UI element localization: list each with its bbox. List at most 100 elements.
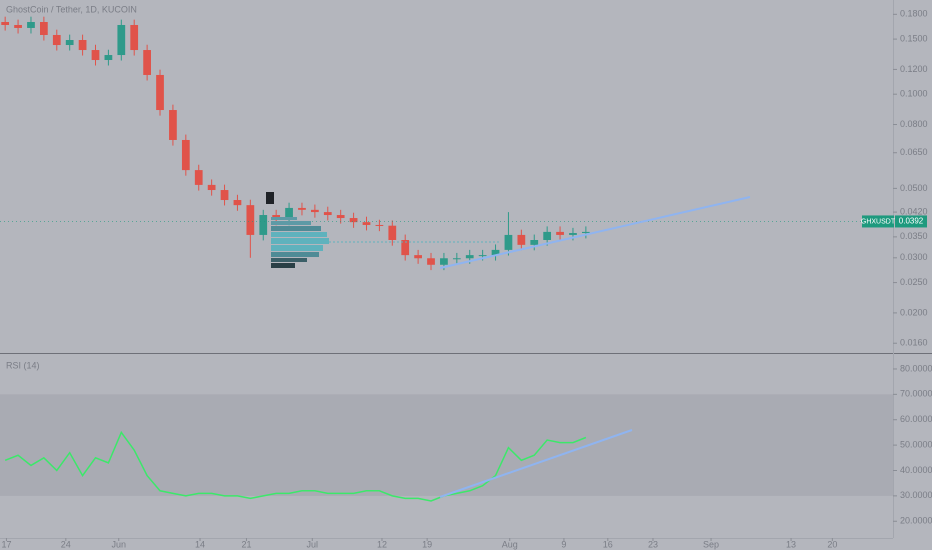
y-tick-label: 0.0350	[900, 231, 928, 241]
candle-body	[40, 22, 48, 35]
candle-body	[233, 200, 242, 206]
profile-bar	[271, 258, 307, 262]
profile-bar	[271, 263, 295, 268]
candle-body	[285, 207, 293, 220]
price-badge	[895, 215, 927, 228]
rsi-title: RSI (14)	[6, 360, 40, 370]
candle-body	[336, 215, 345, 219]
candle-body	[220, 190, 229, 201]
candle-body	[52, 34, 61, 46]
candle-body	[181, 139, 190, 171]
y-tick-label: 70.0000	[900, 389, 932, 399]
candle-body	[130, 24, 139, 51]
profile-bar	[271, 217, 297, 220]
candle-body	[156, 74, 164, 111]
x-tick-label: 17	[1, 539, 11, 549]
candle-body	[388, 225, 397, 241]
profile-bar	[271, 245, 323, 251]
profile-handle	[266, 192, 274, 204]
candle-body	[465, 255, 474, 259]
trend-line	[439, 196, 751, 269]
y-tick-label: 0.1800	[900, 9, 928, 19]
chart-title: GhostCoin / Tether, 1D, KUCOIN	[6, 4, 137, 14]
x-tick-label: Jun	[111, 539, 126, 549]
x-tick-label: 13	[786, 539, 796, 549]
rsi-band	[0, 394, 893, 496]
symbol-badge	[862, 215, 894, 228]
x-tick-label: Jul	[307, 539, 319, 549]
x-tick-label: 21	[241, 539, 251, 549]
candle-body	[581, 231, 590, 234]
last-price-label: 0.0392	[899, 217, 924, 226]
candle-body	[517, 234, 526, 245]
candle-body	[207, 184, 216, 191]
profile-bar	[271, 221, 311, 225]
candle-body	[401, 240, 410, 256]
candle-body	[194, 170, 203, 185]
candle-body	[104, 55, 113, 61]
candle-body	[298, 207, 306, 210]
candle-body	[78, 40, 87, 51]
y-tick-label: 0.1200	[900, 64, 928, 74]
candle-body	[65, 40, 74, 46]
candle-body	[323, 212, 332, 216]
y-tick-label: 0.0300	[900, 252, 928, 262]
candle-body	[143, 50, 151, 75]
x-tick-label: Sep	[703, 539, 719, 549]
candle-body	[91, 50, 100, 61]
y-tick-label: 0.0200	[900, 307, 928, 317]
y-tick-label: 60.0000	[900, 414, 932, 424]
x-tick-label: 24	[61, 539, 71, 549]
x-tick-label: 9	[561, 539, 566, 549]
x-tick-label: Aug	[502, 539, 518, 549]
candle-body	[1, 22, 10, 25]
candle-body	[504, 234, 513, 250]
y-tick-label: 0.1000	[900, 89, 928, 99]
candle-body	[414, 255, 422, 259]
symbol-label: GHXUSDT	[861, 218, 896, 225]
x-tick-label: 20	[827, 539, 837, 549]
candle-body	[478, 255, 487, 257]
candle-body	[543, 231, 552, 241]
y-tick-label: 0.0420	[900, 206, 928, 216]
candle-body	[246, 205, 255, 235]
candle-body	[427, 258, 435, 265]
candle-body	[491, 249, 500, 256]
candle-body	[556, 231, 564, 235]
candle-body	[311, 209, 319, 213]
volume-profile	[266, 192, 500, 268]
candle-body	[14, 24, 22, 28]
y-tick-label: 0.0650	[900, 147, 928, 157]
x-tick-label: 19	[422, 539, 432, 549]
profile-bar	[271, 226, 321, 231]
candle-body	[169, 110, 177, 140]
candle-body	[440, 258, 448, 265]
y-tick-label: 20.0000	[900, 516, 932, 526]
candle-body	[349, 218, 358, 223]
y-tick-label: 0.0250	[900, 277, 928, 287]
profile-bar	[271, 232, 327, 237]
x-tick-label: 16	[603, 539, 613, 549]
y-tick-label: 0.0160	[900, 338, 928, 348]
candle-body	[569, 233, 577, 235]
y-tick-label: 0.0500	[900, 183, 928, 193]
profile-bar	[271, 238, 329, 244]
y-tick-label: 30.0000	[900, 490, 932, 500]
candle-body	[375, 224, 384, 226]
candle-body	[530, 240, 539, 245]
y-tick-label: 40.0000	[900, 465, 932, 475]
profile-bar	[271, 252, 319, 257]
x-tick-label: 23	[648, 539, 658, 549]
y-tick-label: 80.0000	[900, 363, 932, 373]
candle-body	[27, 22, 35, 28]
candle-body	[259, 215, 268, 235]
x-tick-label: 12	[377, 539, 387, 549]
candle-body	[452, 258, 461, 260]
candle-body	[362, 222, 371, 225]
rsi-trend-line	[439, 429, 633, 498]
candle-body	[117, 24, 126, 56]
y-tick-label: 0.1500	[900, 33, 928, 43]
y-tick-label: 0.0800	[900, 119, 928, 129]
y-tick-label: 50.0000	[900, 439, 932, 449]
